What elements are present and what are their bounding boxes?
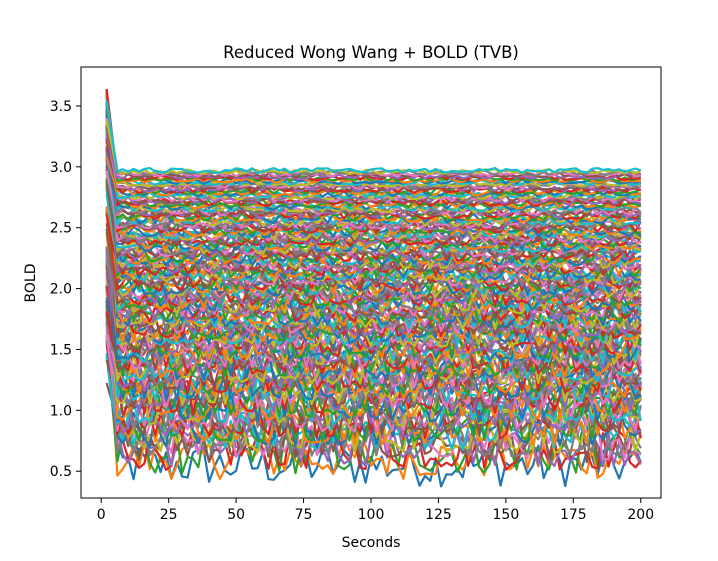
y-tick-label: 3.0 [50, 160, 72, 176]
x-tick-label: 150 [493, 507, 520, 523]
series-line [105, 120, 642, 176]
x-axis: 0 25 50 75 100 125 150 175 200 [97, 498, 654, 523]
y-tick-label: 2.5 [50, 221, 72, 237]
y-tick-label: 1.0 [50, 403, 72, 419]
x-tick-label: 200 [627, 507, 654, 523]
series-line [105, 88, 641, 182]
y-tick-label: 1.5 [50, 342, 72, 358]
series-line [105, 114, 642, 185]
x-tick-label: 25 [160, 507, 178, 523]
series-line [105, 113, 641, 218]
series-line [105, 285, 642, 430]
x-tick-label: 175 [560, 507, 587, 523]
x-tick-label: 125 [425, 507, 452, 523]
series-line [105, 130, 642, 331]
chart-title: Reduced Wong Wang + BOLD (TVB) [223, 43, 519, 62]
y-axis: 0.5 1.0 1.5 2.0 2.5 3.0 3.5 [50, 99, 81, 480]
series-line [105, 118, 642, 210]
x-tick-label: 75 [295, 507, 313, 523]
series-line [105, 107, 642, 347]
y-tick-label: 2.0 [50, 282, 72, 298]
series-line [105, 100, 642, 177]
y-axis-title: BOLD [23, 264, 39, 303]
y-tick-label: 0.5 [50, 464, 72, 480]
series-line [105, 101, 642, 264]
series-line [105, 100, 642, 174]
x-tick-label: 100 [358, 507, 385, 523]
y-tick-label: 3.5 [50, 99, 72, 115]
series-layer [105, 88, 642, 488]
x-tick-label: 50 [227, 507, 245, 523]
series-line [105, 117, 642, 178]
series-line [105, 134, 642, 203]
series-line [105, 119, 642, 188]
series-line [105, 355, 642, 475]
x-tick-label: 0 [97, 507, 106, 523]
series-line [105, 170, 642, 240]
x-axis-title: Seconds [342, 535, 401, 551]
